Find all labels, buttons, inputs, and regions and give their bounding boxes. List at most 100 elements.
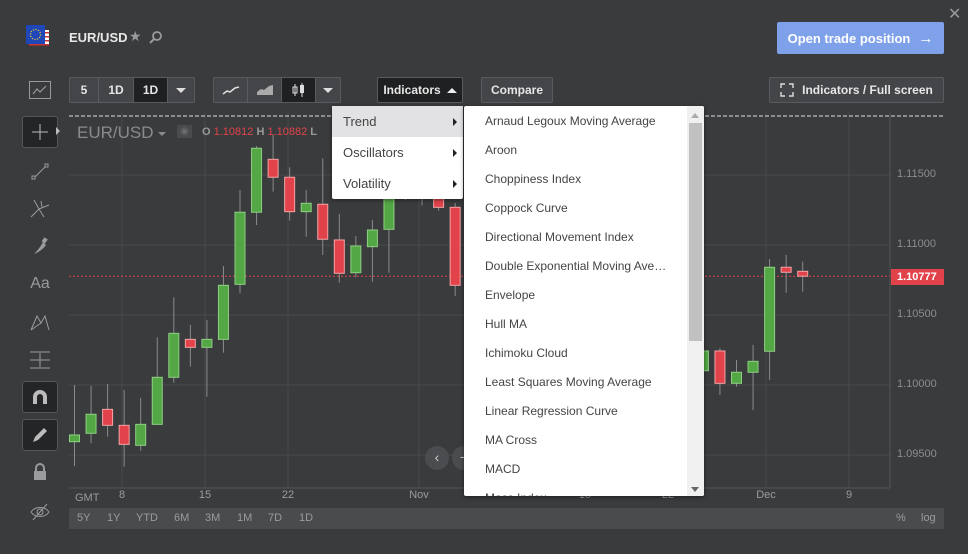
interval-5[interactable]: 5: [70, 78, 99, 102]
y-tick-label: 1.11500: [897, 168, 936, 180]
x-tick-label: 8: [118, 489, 126, 501]
pattern-tool[interactable]: [22, 306, 58, 338]
open-trade-position-button[interactable]: Open trade position →: [777, 22, 944, 54]
range-7d[interactable]: 7D: [268, 512, 283, 524]
low-label: L: [310, 126, 318, 138]
indicator-item[interactable]: Choppiness Index: [485, 172, 582, 186]
magnet-tool[interactable]: [22, 381, 58, 413]
range-1m[interactable]: 1M: [237, 512, 253, 524]
candlestick-icon[interactable]: [282, 78, 316, 102]
scroll-down-arrow-icon[interactable]: [691, 487, 699, 492]
candle-body: [217, 284, 229, 340]
candle-body: [168, 332, 180, 378]
chart-settings-icon[interactable]: [29, 81, 51, 104]
indicator-item[interactable]: Directional Movement Index: [485, 230, 634, 244]
candle-body: [251, 147, 263, 213]
high-value: 1.10882: [267, 126, 308, 138]
indicator-item[interactable]: Coppock Curve: [485, 201, 568, 215]
area-chart-icon[interactable]: [248, 78, 282, 102]
indicator-item[interactable]: Mass Index: [485, 491, 546, 496]
open-value: 1.10812: [213, 126, 254, 138]
indicator-item[interactable]: Ichimoku Cloud: [485, 346, 568, 360]
ohlc-legend: O 1.10812 H 1.10882 L: [202, 126, 317, 138]
indicator-item[interactable]: Linear Regression Curve: [485, 404, 618, 418]
open-label: O: [202, 126, 211, 138]
range-5y[interactable]: 5Y: [77, 512, 91, 524]
range-ytd[interactable]: YTD: [136, 512, 158, 524]
indicator-item[interactable]: Envelope: [485, 288, 536, 302]
candle-body: [350, 245, 362, 274]
x-tick-label: 22: [281, 489, 295, 501]
candle-body: [317, 203, 329, 240]
compare-button[interactable]: Compare: [481, 77, 553, 103]
range-3m[interactable]: 3M: [205, 512, 221, 524]
range-6m[interactable]: 6M: [174, 512, 190, 524]
star-icon[interactable]: ★: [129, 28, 142, 44]
chevron-right-icon: [453, 149, 457, 157]
measure-tool[interactable]: [22, 344, 58, 376]
submenu-scrollbar[interactable]: [687, 106, 704, 496]
menu-item-label: Oscillators: [343, 145, 404, 160]
candle-body: [267, 158, 279, 178]
indicator-item[interactable]: Least Squares Moving Average: [485, 375, 652, 389]
y-tick-label: 1.11000: [897, 238, 936, 250]
timezone-label: GMT: [75, 492, 100, 504]
y-tick-label: 1.10500: [897, 308, 937, 320]
chevron-right-icon: [453, 180, 457, 188]
candle-body: [747, 360, 759, 373]
indicator-item[interactable]: Hull MA: [485, 317, 528, 331]
eu-us-flag-icon: [26, 25, 50, 49]
y-tick-label: 1.09500: [897, 448, 937, 460]
symbol-title: EUR/USD: [69, 30, 128, 45]
menu-item-label: Volatility: [343, 176, 391, 191]
range-1d[interactable]: 1D: [299, 512, 314, 524]
search-icon[interactable]: [149, 30, 163, 49]
candle-body: [797, 270, 809, 277]
candle-body: [449, 206, 461, 286]
interval-1d-active[interactable]: 1D: [134, 78, 168, 102]
candle-body: [714, 350, 726, 384]
tool-expand-arrow-icon[interactable]: [56, 127, 60, 135]
indicator-item[interactable]: Arnaud Legoux Moving Average: [485, 114, 656, 128]
indicator-item[interactable]: MACD: [485, 462, 521, 476]
x-tick-label: 15: [198, 489, 212, 501]
percent-scale-toggle[interactable]: %: [896, 512, 906, 524]
menu-item-trend[interactable]: Trend: [332, 106, 463, 137]
drawing-mode-tool[interactable]: [22, 419, 58, 451]
indicators-button[interactable]: Indicators: [377, 77, 463, 103]
pitchfork-tool[interactable]: [22, 192, 58, 224]
menu-item-volatility[interactable]: Volatility: [332, 168, 463, 199]
candle-body: [184, 338, 196, 348]
trend-line-tool[interactable]: [22, 156, 58, 188]
visibility-eye-icon[interactable]: ◉: [177, 125, 192, 138]
scroll-left-button[interactable]: ‹: [425, 446, 449, 470]
trend-indicators-submenu: Arnaud Legoux Moving Average Aroon Choppin…: [464, 106, 704, 496]
crosshair-tool[interactable]: [22, 116, 58, 148]
fullscreen-button[interactable]: Indicators / Full screen: [769, 77, 944, 103]
brush-tool[interactable]: [22, 230, 58, 262]
interval-dropdown[interactable]: [168, 78, 194, 102]
hide-drawings-icon[interactable]: [22, 496, 58, 528]
close-icon[interactable]: ✕: [948, 6, 962, 23]
candle-body: [118, 424, 130, 445]
interval-1d[interactable]: 1D: [99, 78, 134, 102]
legend-symbol-text: EUR/USD: [77, 123, 154, 142]
candle-body: [764, 266, 776, 352]
lock-icon[interactable]: [22, 456, 58, 488]
log-scale-toggle[interactable]: log: [921, 512, 936, 524]
indicator-item[interactable]: Double Exponential Moving Ave…: [485, 259, 667, 273]
range-1y[interactable]: 1Y: [107, 512, 121, 524]
scrollbar-thumb[interactable]: [689, 123, 702, 341]
chart-type-dropdown[interactable]: [316, 78, 340, 102]
scroll-up-arrow-icon[interactable]: [691, 113, 699, 118]
arrow-right-icon: →: [918, 29, 934, 47]
indicator-item[interactable]: Aroon: [485, 143, 518, 157]
text-tool[interactable]: Aa: [30, 275, 50, 292]
legend-symbol[interactable]: EUR/USD: [77, 123, 167, 143]
candle-body: [135, 423, 147, 446]
indicator-category-menu: Trend Oscillators Volatility: [332, 106, 463, 199]
indicator-item[interactable]: MA Cross: [485, 433, 538, 447]
caret-down-icon: [323, 87, 333, 93]
menu-item-oscillators[interactable]: Oscillators: [332, 137, 463, 168]
line-chart-icon[interactable]: [214, 78, 248, 102]
